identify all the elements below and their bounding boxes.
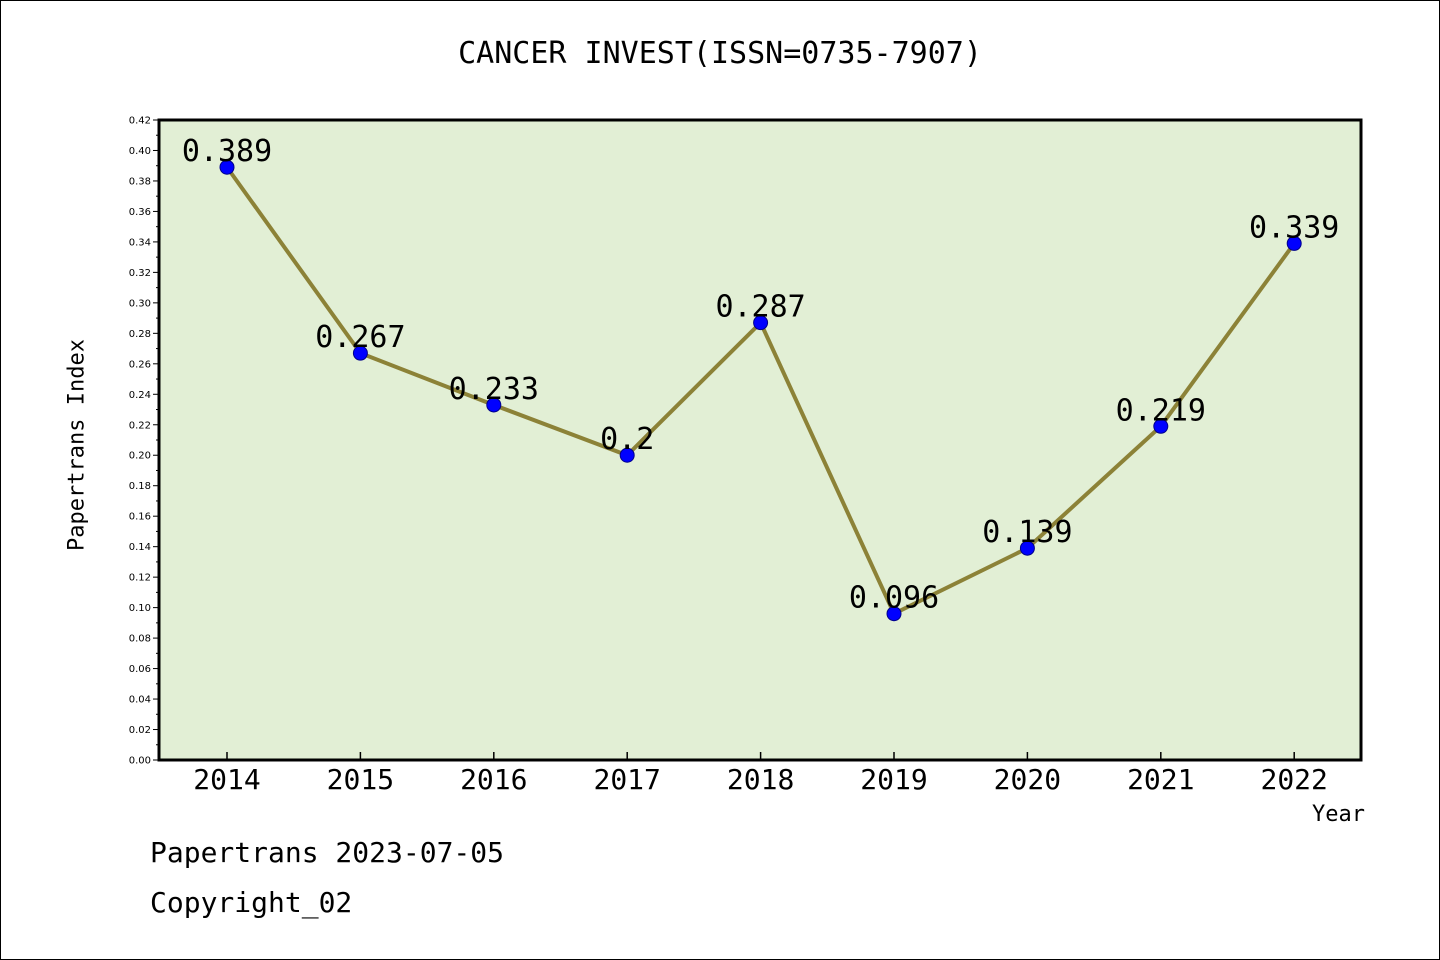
data-label: 0.267 [315,320,405,355]
y-tick-label: 0.40 [129,146,151,157]
x-tick-label: 2016 [460,763,527,796]
y-tick-label: 0.38 [129,176,151,187]
x-tick-label: 2017 [593,763,660,796]
x-tick-label: 2020 [994,763,1061,796]
y-tick-label: 0.42 [129,116,151,127]
y-tick-label: 0.16 [129,512,151,523]
data-label: 0.096 [849,581,939,616]
data-label: 0.287 [715,290,805,325]
y-tick-label: 0.26 [129,359,151,370]
y-tick-label: 0.02 [129,725,151,736]
y-tick-label: 0.34 [129,237,151,248]
x-tick-label: 2015 [327,763,394,796]
data-point [1153,418,1169,434]
data-label: 0.233 [449,372,539,407]
y-tick-label: 0.00 [129,756,151,767]
y-tick-label: 0.04 [129,695,151,706]
chart-title: CANCER INVEST(ISSN=0735-7907) [458,36,982,71]
y-tick-label: 0.32 [129,268,151,279]
data-label: 0.139 [982,515,1072,550]
y-tick-label: 0.08 [129,634,151,645]
data-point [886,606,902,622]
y-tick-label: 0.06 [129,664,151,675]
x-tick-label: 2019 [860,763,927,796]
data-label: 0.219 [1116,393,1206,428]
x-tick-label: 2014 [193,763,260,796]
y-tick-label: 0.24 [129,390,151,401]
x-tick-label: 2022 [1260,763,1327,796]
x-tick-label: 2018 [727,763,794,796]
y-tick-label: 0.10 [129,603,151,614]
footer-date: Papertrans 2023-07-05 [150,836,505,869]
y-tick-label: 0.28 [129,329,151,340]
footer-copyright: Copyright_02 [150,886,353,919]
y-tick-label: 0.18 [129,481,151,492]
y-tick-label: 0.20 [129,451,151,462]
data-point [352,345,368,361]
y-tick-label: 0.30 [129,298,151,309]
data-point [1019,540,1035,556]
plot-area [157,118,1363,762]
data-point [1286,235,1302,251]
data-label: 0.389 [182,134,272,169]
data-point [219,159,235,175]
data-point [619,447,635,463]
y-tick-label: 0.12 [129,573,151,584]
data-point [753,315,769,331]
y-tick-label: 0.36 [129,207,151,218]
data-point [486,397,502,413]
data-label: 0.339 [1249,210,1339,245]
x-axis-label: Year [1312,802,1365,827]
y-tick-label: 0.22 [129,420,151,431]
data-label: 0.2 [600,422,654,457]
y-tick-label: 0.14 [129,542,151,553]
x-tick-label: 2021 [1127,763,1194,796]
